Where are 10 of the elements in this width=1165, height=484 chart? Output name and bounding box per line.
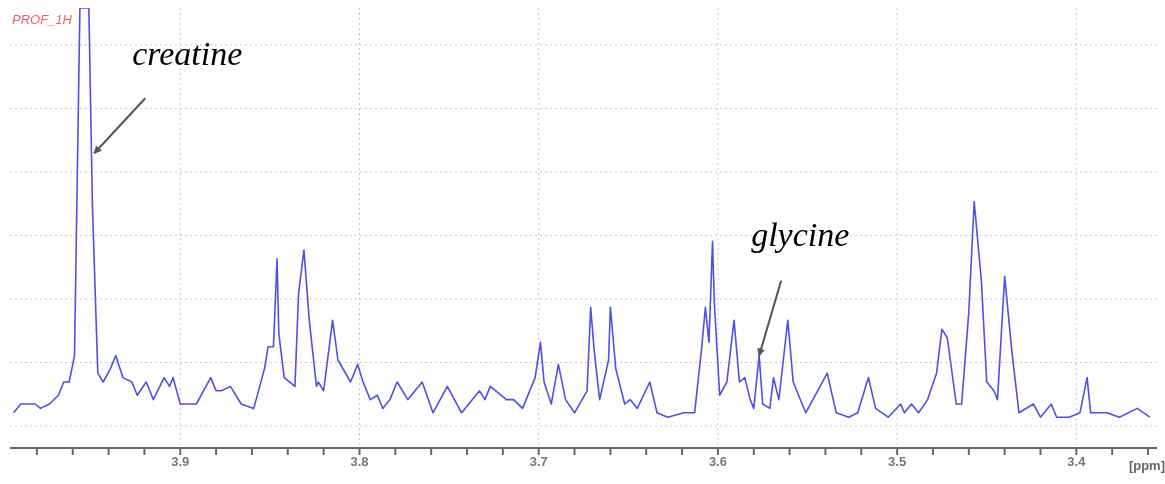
x-tick-label: 3.9 — [171, 454, 190, 470]
annotation: creatine — [132, 35, 243, 73]
x-tick-label: 3.6 — [708, 454, 727, 470]
x-axis-title: [ppm] — [1128, 458, 1165, 473]
chart-title: PROF_1H — [12, 12, 72, 27]
x-tick-label: 3.5 — [888, 454, 907, 470]
x-tick-label: 3.4 — [1067, 454, 1087, 470]
annotation: glycine — [751, 215, 850, 253]
x-tick-label: 3.7 — [529, 454, 548, 470]
x-tick-label: 3.8 — [350, 454, 369, 470]
